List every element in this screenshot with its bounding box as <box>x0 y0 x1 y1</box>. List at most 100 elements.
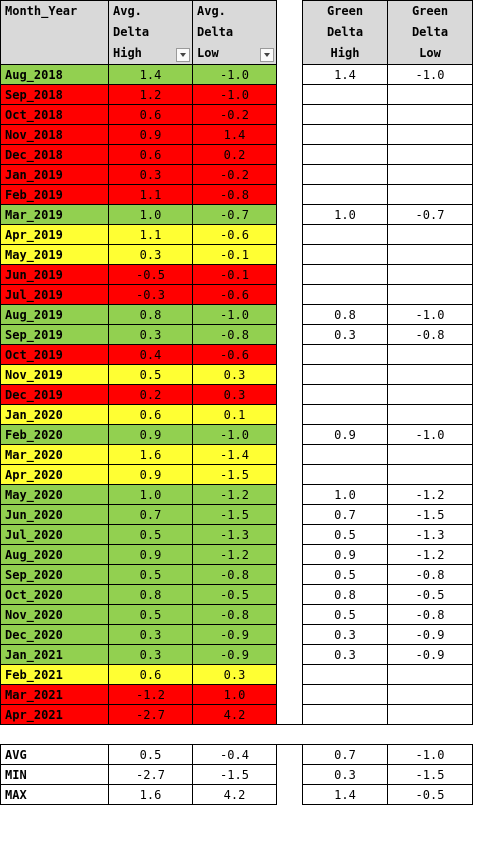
green-delta-high-cell[interactable] <box>302 464 388 485</box>
green-delta-low-cell[interactable]: -0.7 <box>387 204 473 225</box>
avg-delta-high-cell[interactable]: 0.9 <box>108 424 193 445</box>
avg-delta-high-cell[interactable]: 0.9 <box>108 124 193 145</box>
green-delta-low-cell[interactable]: -0.8 <box>387 324 473 345</box>
green-delta-low-cell[interactable] <box>387 664 473 685</box>
green-delta-high-cell[interactable] <box>302 264 388 285</box>
empty-cell[interactable] <box>192 724 277 745</box>
spacer-cell[interactable] <box>276 764 303 785</box>
stat-green-delta-high-cell[interactable]: 1.4 <box>302 784 388 805</box>
month-cell[interactable]: Sep_2020 <box>0 564 109 585</box>
avg-delta-high-cell[interactable]: -0.3 <box>108 284 193 305</box>
month-cell[interactable]: Nov_2019 <box>0 364 109 385</box>
green-delta-high-cell[interactable]: 0.3 <box>302 324 388 345</box>
spacer-cell[interactable] <box>276 684 303 705</box>
stat-avg-delta-high-cell[interactable]: -2.7 <box>108 764 193 785</box>
avg-delta-high-cell[interactable]: 0.6 <box>108 664 193 685</box>
month-cell[interactable]: Dec_2019 <box>0 384 109 405</box>
avg-delta-low-cell[interactable]: -1.3 <box>192 524 277 545</box>
avg-delta-high-cell[interactable]: 0.6 <box>108 144 193 165</box>
green-delta-low-cell[interactable] <box>387 444 473 465</box>
avg-delta-low-cell[interactable]: -0.2 <box>192 164 277 185</box>
month-cell[interactable]: Aug_2018 <box>0 64 109 85</box>
filter-dropdown-icon[interactable] <box>176 48 190 62</box>
spacer-cell[interactable] <box>276 264 303 285</box>
green-delta-high-cell[interactable]: 0.9 <box>302 424 388 445</box>
avg-delta-high-cell[interactable]: 0.5 <box>108 364 193 385</box>
green-delta-low-cell[interactable] <box>387 164 473 185</box>
month-cell[interactable]: Jun_2019 <box>0 264 109 285</box>
green-delta-low-cell[interactable] <box>387 224 473 245</box>
avg-delta-high-cell[interactable]: 1.4 <box>108 64 193 85</box>
avg-delta-low-cell[interactable]: -0.9 <box>192 624 277 645</box>
month-cell[interactable]: Sep_2018 <box>0 84 109 105</box>
avg-delta-high-cell[interactable]: -2.7 <box>108 704 193 725</box>
avg-delta-high-cell[interactable]: 0.6 <box>108 404 193 425</box>
spacer-cell[interactable] <box>276 244 303 265</box>
green-delta-high-cell[interactable]: 0.8 <box>302 584 388 605</box>
spacer-cell[interactable] <box>276 84 303 105</box>
avg-delta-low-cell[interactable]: 1.0 <box>192 684 277 705</box>
green-delta-low-cell[interactable] <box>387 404 473 425</box>
avg-delta-high-cell[interactable]: 1.1 <box>108 224 193 245</box>
green-delta-high-cell[interactable]: 1.0 <box>302 484 388 505</box>
header-green-delta-low[interactable]: Green Delta Low <box>387 0 473 65</box>
month-cell[interactable]: Dec_2020 <box>0 624 109 645</box>
green-delta-low-cell[interactable]: -1.3 <box>387 524 473 545</box>
spacer-cell[interactable] <box>276 504 303 525</box>
month-cell[interactable]: Nov_2020 <box>0 604 109 625</box>
month-cell[interactable]: Jul_2020 <box>0 524 109 545</box>
avg-delta-high-cell[interactable]: 1.1 <box>108 184 193 205</box>
green-delta-high-cell[interactable]: 0.5 <box>302 604 388 625</box>
avg-delta-low-cell[interactable]: -1.0 <box>192 304 277 325</box>
header-avg-delta-high[interactable]: Avg. Delta High <box>108 0 193 65</box>
month-cell[interactable]: Apr_2020 <box>0 464 109 485</box>
avg-delta-low-cell[interactable]: -0.8 <box>192 184 277 205</box>
month-cell[interactable]: Jan_2020 <box>0 404 109 425</box>
spacer-cell[interactable] <box>276 704 303 725</box>
green-delta-low-cell[interactable] <box>387 364 473 385</box>
green-delta-low-cell[interactable] <box>387 464 473 485</box>
month-cell[interactable]: Mar_2019 <box>0 204 109 225</box>
avg-delta-low-cell[interactable]: 4.2 <box>192 704 277 725</box>
spacer-cell[interactable] <box>276 184 303 205</box>
empty-cell[interactable] <box>387 724 473 745</box>
spacer-cell[interactable] <box>276 664 303 685</box>
avg-delta-low-cell[interactable]: -1.5 <box>192 504 277 525</box>
green-delta-high-cell[interactable]: 1.0 <box>302 204 388 225</box>
avg-delta-low-cell[interactable]: -0.8 <box>192 604 277 625</box>
green-delta-high-cell[interactable]: 1.4 <box>302 64 388 85</box>
month-cell[interactable]: Apr_2019 <box>0 224 109 245</box>
spacer-cell[interactable] <box>276 144 303 165</box>
avg-delta-low-cell[interactable]: -0.5 <box>192 584 277 605</box>
avg-delta-high-cell[interactable]: 0.2 <box>108 384 193 405</box>
green-delta-low-cell[interactable]: -0.8 <box>387 604 473 625</box>
header-green-delta-high[interactable]: Green Delta High <box>302 0 388 65</box>
green-delta-low-cell[interactable] <box>387 144 473 165</box>
month-cell[interactable]: Mar_2020 <box>0 444 109 465</box>
green-delta-high-cell[interactable]: 0.7 <box>302 504 388 525</box>
avg-delta-low-cell[interactable]: 0.3 <box>192 364 277 385</box>
month-cell[interactable]: Apr_2021 <box>0 704 109 725</box>
month-cell[interactable]: Oct_2020 <box>0 584 109 605</box>
green-delta-high-cell[interactable]: 0.8 <box>302 304 388 325</box>
green-delta-high-cell[interactable] <box>302 144 388 165</box>
green-delta-low-cell[interactable]: -1.0 <box>387 64 473 85</box>
month-cell[interactable]: Jul_2019 <box>0 284 109 305</box>
green-delta-high-cell[interactable] <box>302 124 388 145</box>
green-delta-low-cell[interactable]: -1.0 <box>387 424 473 445</box>
stat-green-delta-low-cell[interactable]: -0.5 <box>387 784 473 805</box>
avg-delta-high-cell[interactable]: 1.0 <box>108 484 193 505</box>
avg-delta-high-cell[interactable]: 1.0 <box>108 204 193 225</box>
green-delta-high-cell[interactable] <box>302 344 388 365</box>
stat-green-delta-low-cell[interactable]: -1.0 <box>387 744 473 765</box>
spacer-cell[interactable] <box>276 324 303 345</box>
avg-delta-low-cell[interactable]: -0.9 <box>192 644 277 665</box>
avg-delta-high-cell[interactable]: 0.9 <box>108 544 193 565</box>
avg-delta-high-cell[interactable]: 0.5 <box>108 604 193 625</box>
spacer-cell[interactable] <box>276 644 303 665</box>
spacer-column[interactable] <box>276 0 303 65</box>
spacer-cell[interactable] <box>276 304 303 325</box>
green-delta-low-cell[interactable] <box>387 84 473 105</box>
spacer-cell[interactable] <box>276 64 303 85</box>
avg-delta-low-cell[interactable]: 0.2 <box>192 144 277 165</box>
